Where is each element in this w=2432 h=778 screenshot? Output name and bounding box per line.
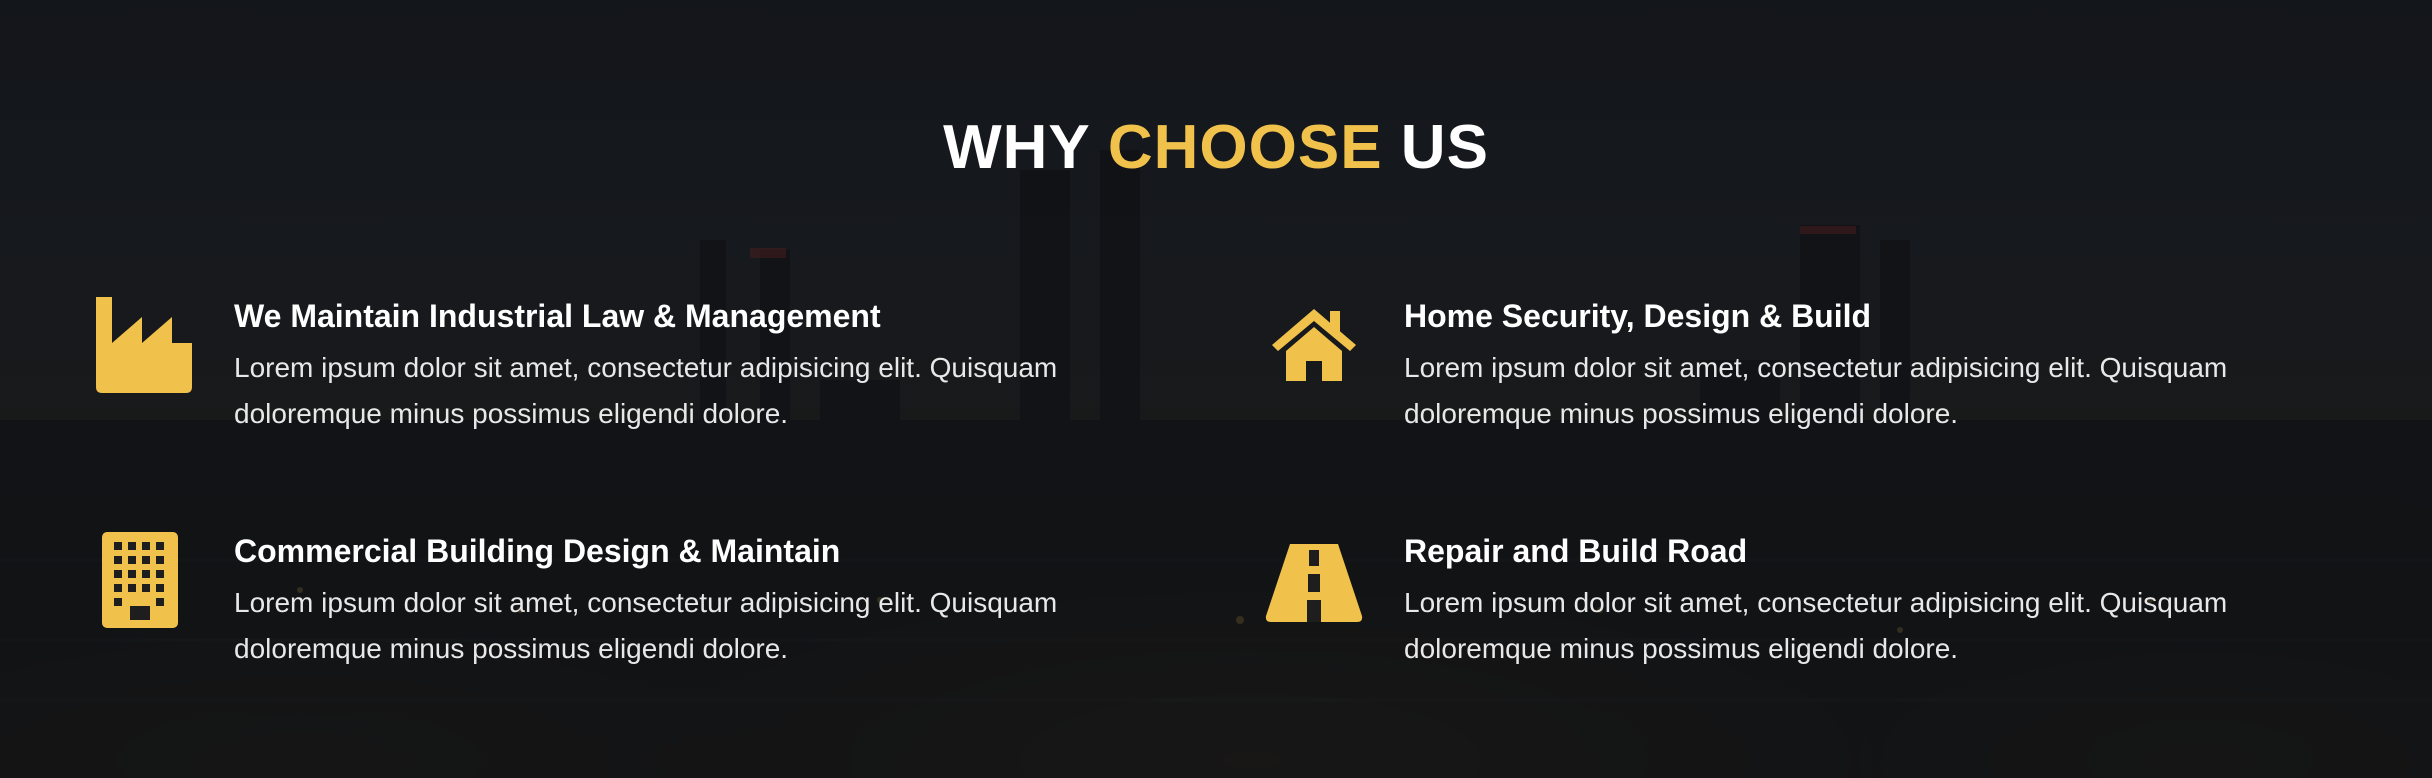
title-part-why: WHY — [943, 113, 1108, 182]
title-part-choose: CHOOSE — [1107, 113, 1383, 182]
factory-icon — [96, 297, 192, 393]
feature-description: Lorem ipsum dolor sit amet, consectetur … — [234, 587, 1058, 664]
title-part-us: US — [1382, 113, 1489, 182]
feature-title: We Maintain Industrial Law & Management — [234, 298, 881, 334]
feature-description: Lorem ipsum dolor sit amet, consectetur … — [1404, 587, 2228, 664]
feature-title: Repair and Build Road — [1404, 533, 1748, 569]
road-icon — [1265, 544, 1363, 622]
feature-title: Home Security, Design & Build — [1404, 298, 1872, 334]
feature-description: Lorem ipsum dolor sit amet, consectetur … — [234, 352, 1058, 429]
section-title: WHY CHOOSE US — [0, 108, 2432, 188]
home-icon — [1272, 309, 1356, 381]
feature-title: Commercial Building Design & Maintain — [234, 533, 841, 569]
feature-description: Lorem ipsum dolor sit amet, consectetur … — [1404, 352, 2228, 429]
building-icon — [102, 532, 178, 628]
